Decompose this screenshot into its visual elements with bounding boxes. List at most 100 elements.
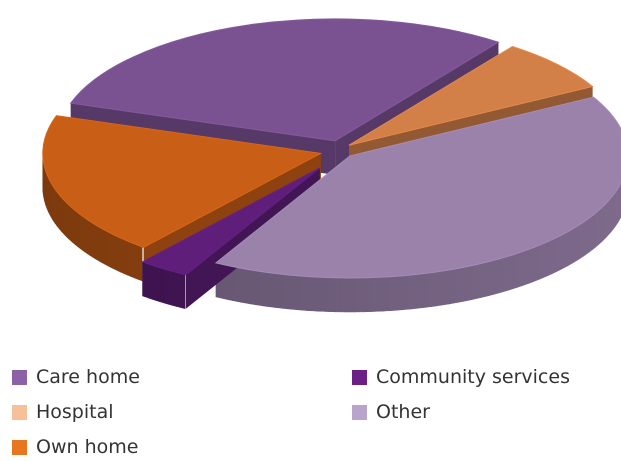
pie-outer-wall-other bbox=[330, 277, 336, 313]
pie-outer-wall-own-home bbox=[127, 240, 132, 278]
pie-slice-other bbox=[214, 96, 621, 279]
pie-chart bbox=[42, 18, 621, 313]
pie-outer-wall-own-home bbox=[77, 211, 81, 249]
pie-outer-wall-own-home bbox=[84, 217, 88, 255]
pie-outer-wall-other bbox=[571, 227, 576, 264]
pie-outer-wall-other bbox=[449, 268, 455, 305]
pie-outer-wall-other bbox=[513, 252, 518, 290]
pie-slice-care-home bbox=[69, 18, 500, 142]
pie-outer-wall-other bbox=[310, 276, 317, 312]
pie-outer-wall-own-home bbox=[72, 208, 76, 246]
pie-outer-wall-other bbox=[364, 277, 370, 313]
pie-outer-wall-own-home bbox=[130, 242, 136, 279]
pie-outer-wall-other bbox=[325, 277, 331, 312]
pie-outer-wall-other bbox=[393, 275, 399, 311]
pie-outer-wall-other bbox=[373, 276, 380, 312]
pie-outer-wall-other bbox=[565, 230, 570, 268]
pie-outer-wall-other bbox=[249, 269, 256, 305]
pie-outer-wall-own-home bbox=[68, 204, 72, 242]
pie-outer-wall-other bbox=[484, 261, 490, 298]
pie-outer-wall-other bbox=[535, 244, 540, 282]
pie-outer-wall-other bbox=[339, 277, 346, 313]
pie-outer-wall-other bbox=[344, 277, 351, 313]
pie-slice-own-home bbox=[42, 115, 323, 248]
pie-outer-wall-other bbox=[488, 260, 494, 296]
pie-outer-wall-other bbox=[580, 221, 584, 259]
pie-outer-wall-other bbox=[524, 248, 529, 286]
pie-outer-wall-other bbox=[509, 254, 514, 291]
pie-outer-wall-other bbox=[492, 259, 498, 295]
legend-item-community-services: Community services bbox=[352, 366, 570, 388]
pie-outer-wall-other bbox=[320, 276, 326, 312]
pie-outer-wall-other bbox=[236, 267, 242, 303]
pie-outer-wall-other bbox=[426, 272, 432, 308]
pie-outer-wall-other bbox=[435, 270, 441, 307]
pie-outer-wall-other bbox=[412, 273, 418, 310]
pie-outer-wall-other bbox=[388, 276, 394, 312]
legend-label-own-home: Own home bbox=[36, 436, 139, 458]
pie-outer-wall-own-home bbox=[98, 226, 103, 263]
pie-outer-wall-own-home bbox=[134, 243, 139, 280]
pie-outer-wall-other bbox=[467, 265, 473, 301]
pie-outer-wall-other bbox=[582, 220, 586, 257]
pie-outer-wall-other bbox=[599, 206, 603, 245]
pie-outer-wall-other bbox=[562, 232, 567, 269]
pie-outer-wall-other bbox=[577, 223, 581, 261]
pie-outer-wall-other bbox=[520, 250, 526, 287]
pie-outer-wall-other bbox=[549, 238, 554, 276]
pie-outer-wall-own-home bbox=[75, 209, 78, 248]
pie-outer-wall-other bbox=[245, 268, 251, 305]
pie-outer-wall-own-home bbox=[79, 213, 83, 251]
pie-outer-wall-other bbox=[272, 272, 279, 309]
pie-outer-wall-other bbox=[528, 247, 533, 284]
pie-outer-wall-other bbox=[349, 277, 356, 313]
pie-outer-wall-other bbox=[383, 276, 389, 312]
pie-outer-wall-other bbox=[368, 277, 375, 312]
pie-outer-wall-community-services bbox=[164, 268, 169, 305]
pie-outer-wall-other bbox=[546, 240, 551, 277]
pie-outer-wall-other bbox=[359, 277, 365, 313]
pie-outer-wall-own-home bbox=[107, 231, 112, 268]
pie-outer-wall-own-home bbox=[95, 224, 100, 262]
pie-outer-wall-community-services bbox=[156, 266, 161, 303]
pie-outer-wall-other bbox=[542, 241, 547, 279]
legend-swatch-own-home bbox=[12, 439, 27, 455]
pie-outer-wall-own-home bbox=[101, 227, 106, 265]
legend-item-own-home: Own home bbox=[12, 436, 138, 458]
pie-outer-wall-other bbox=[315, 276, 322, 312]
pie-outer-wall-other bbox=[458, 267, 464, 303]
pie-outer-wall-community-services bbox=[172, 270, 177, 307]
pie-outer-wall-other bbox=[378, 276, 385, 312]
pie-outer-wall-other bbox=[462, 266, 468, 302]
pie-outer-wall-other bbox=[421, 272, 427, 309]
pie-outer-wall-community-services bbox=[152, 264, 157, 301]
pie-outer-wall-community-services bbox=[148, 263, 153, 300]
legend-item-other: Other bbox=[352, 401, 430, 423]
pie-outer-wall-own-home bbox=[117, 236, 122, 273]
legend-swatch-community-services bbox=[352, 369, 367, 385]
pie-outer-wall-other bbox=[496, 257, 502, 294]
pie-outer-wall-other bbox=[475, 263, 481, 300]
pie-outer-wall-other bbox=[590, 214, 594, 252]
pie-outer-wall-other bbox=[501, 256, 506, 293]
pie-outer-wall-other bbox=[430, 271, 437, 307]
pie-outer-wall-other bbox=[539, 243, 544, 280]
pie-outer-wall-own-home bbox=[92, 222, 97, 260]
pie-outer-wall-other bbox=[568, 228, 573, 266]
legend-label-other: Other bbox=[376, 401, 430, 423]
pie-outer-wall-own-home bbox=[82, 215, 86, 253]
pie-outer-wall-other bbox=[587, 216, 591, 254]
pie-outer-wall-other bbox=[585, 218, 589, 256]
legend-label-hospital: Hospital bbox=[36, 401, 114, 423]
pie-outer-wall-other bbox=[407, 274, 413, 310]
pie-outer-wall-other bbox=[595, 210, 598, 248]
legend-swatch-hospital bbox=[12, 404, 27, 420]
legend-item-hospital: Hospital bbox=[12, 401, 114, 423]
pie-outer-wall-other bbox=[440, 270, 446, 306]
pie-outer-wall-other bbox=[505, 255, 510, 292]
pie-outer-wall-other bbox=[559, 233, 564, 271]
pie-outer-wall-own-home bbox=[138, 244, 143, 282]
legend-swatch-other bbox=[352, 404, 367, 420]
legend-swatch-care-home bbox=[12, 369, 27, 385]
pie-outer-wall-other bbox=[259, 270, 265, 307]
